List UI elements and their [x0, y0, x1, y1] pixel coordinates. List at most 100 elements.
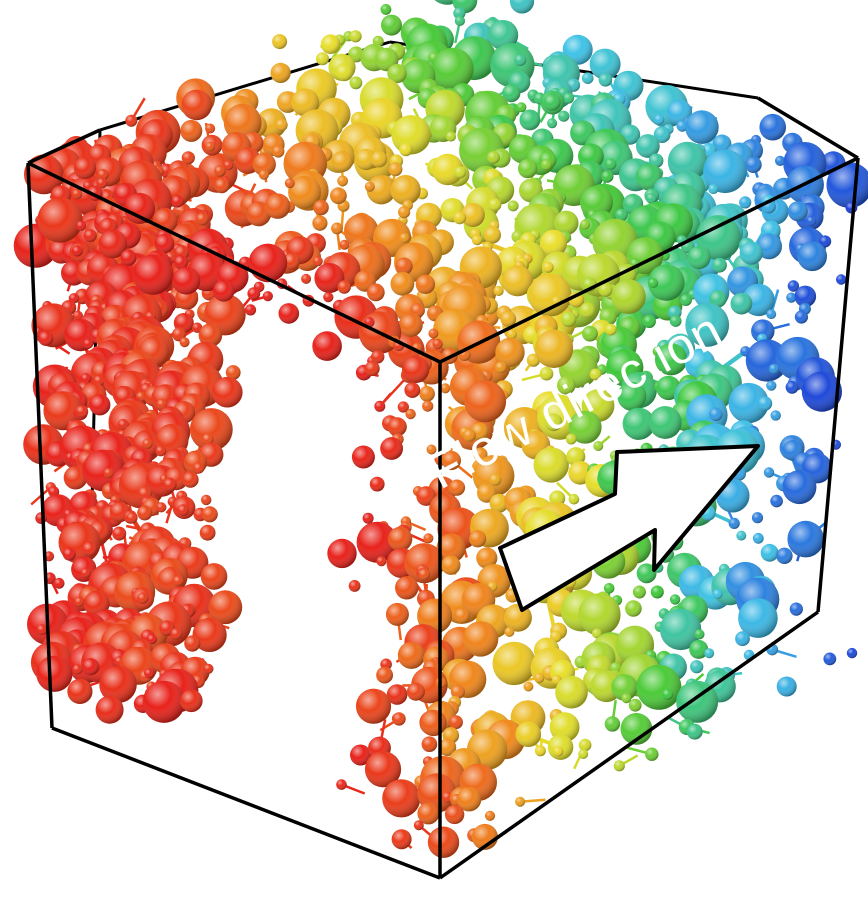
pore-body	[337, 280, 351, 294]
pore-body	[316, 52, 329, 66]
pore-body	[712, 589, 723, 599]
pore-body	[495, 337, 525, 368]
pore-body	[335, 63, 354, 82]
pore-body	[516, 102, 527, 113]
pore-body	[288, 175, 322, 209]
pore-body	[262, 291, 273, 302]
pore-body	[768, 363, 780, 374]
pore-body	[703, 149, 747, 194]
pore-body	[489, 493, 509, 513]
pore-body	[195, 212, 209, 226]
pore-body	[519, 109, 541, 131]
pore-body	[453, 211, 467, 225]
pore-body	[71, 188, 83, 200]
pore-body	[709, 290, 727, 308]
pore-body	[202, 433, 214, 445]
pore-body	[636, 563, 657, 584]
pore-body	[507, 200, 519, 212]
pore-body	[388, 162, 403, 177]
pore-body	[173, 255, 189, 270]
pore-body	[580, 185, 613, 219]
pore-body	[690, 660, 704, 674]
pore-body	[617, 381, 647, 411]
pore-body	[745, 156, 762, 173]
pore-body	[205, 141, 216, 152]
pore-body	[349, 30, 362, 43]
pore-body	[398, 206, 411, 219]
pore-body	[712, 134, 732, 154]
pore-body	[155, 445, 167, 457]
pore-body	[427, 826, 460, 858]
pore-body	[314, 263, 345, 293]
pore-body	[82, 658, 100, 676]
pore-body	[182, 471, 199, 488]
pore-body	[212, 280, 235, 302]
pore-body	[371, 350, 385, 364]
pore-body	[386, 684, 408, 705]
pore-body	[404, 382, 421, 398]
pore-body	[364, 751, 402, 788]
pore-body	[645, 192, 657, 204]
pore-body	[212, 376, 243, 408]
pore-body	[112, 526, 127, 541]
pore-body	[330, 187, 347, 205]
pore-body	[387, 526, 413, 552]
pore-body	[611, 279, 646, 314]
pore-body	[189, 408, 233, 451]
pore-body	[801, 371, 843, 412]
pore-body	[708, 183, 719, 195]
pore-body	[156, 398, 168, 410]
pore-body	[560, 311, 577, 328]
pore-body	[448, 479, 466, 496]
pore-body	[648, 264, 685, 301]
pore-body	[679, 294, 692, 306]
pore-body	[760, 543, 779, 562]
pore-body	[568, 410, 602, 444]
pore-body	[366, 283, 385, 302]
pore-body	[450, 684, 465, 699]
pore-body	[391, 115, 431, 155]
pore-body	[405, 408, 416, 420]
pore-body	[369, 476, 385, 492]
pore-body	[557, 376, 576, 395]
pore-body	[751, 319, 775, 343]
pore-body	[565, 433, 577, 445]
pore-body	[751, 512, 764, 524]
pore-body	[83, 229, 97, 243]
pore-body	[431, 47, 474, 90]
pore-body	[613, 760, 625, 772]
pore-body	[553, 210, 579, 236]
pore-body	[441, 555, 461, 575]
pore-body	[376, 666, 393, 684]
pore-body	[785, 380, 799, 394]
pore-body	[53, 577, 65, 589]
pore-body	[528, 273, 572, 317]
pore-body	[117, 419, 129, 431]
pore-body	[728, 517, 740, 530]
pore-body	[170, 627, 183, 640]
pore-body	[770, 494, 783, 508]
pore-body	[312, 256, 323, 267]
pore-body	[444, 804, 465, 825]
pore-body	[598, 282, 613, 297]
pore-body	[163, 477, 177, 492]
pore-body	[418, 568, 431, 581]
pore-body	[364, 361, 380, 377]
pore-body	[483, 226, 501, 244]
pore-body	[180, 119, 203, 142]
pore-body	[539, 229, 568, 257]
pore-body	[380, 437, 403, 460]
pore-body	[739, 196, 752, 209]
pore-body	[789, 602, 803, 616]
pore-body	[534, 745, 546, 757]
pore-body	[123, 192, 156, 224]
pore-body	[399, 232, 410, 243]
pore-body	[770, 410, 781, 421]
pore-body	[283, 252, 301, 270]
pore-body	[89, 394, 111, 416]
pore-body	[156, 502, 167, 513]
pore-body	[441, 450, 461, 471]
pore-body	[489, 473, 502, 486]
pore-body	[471, 234, 483, 246]
